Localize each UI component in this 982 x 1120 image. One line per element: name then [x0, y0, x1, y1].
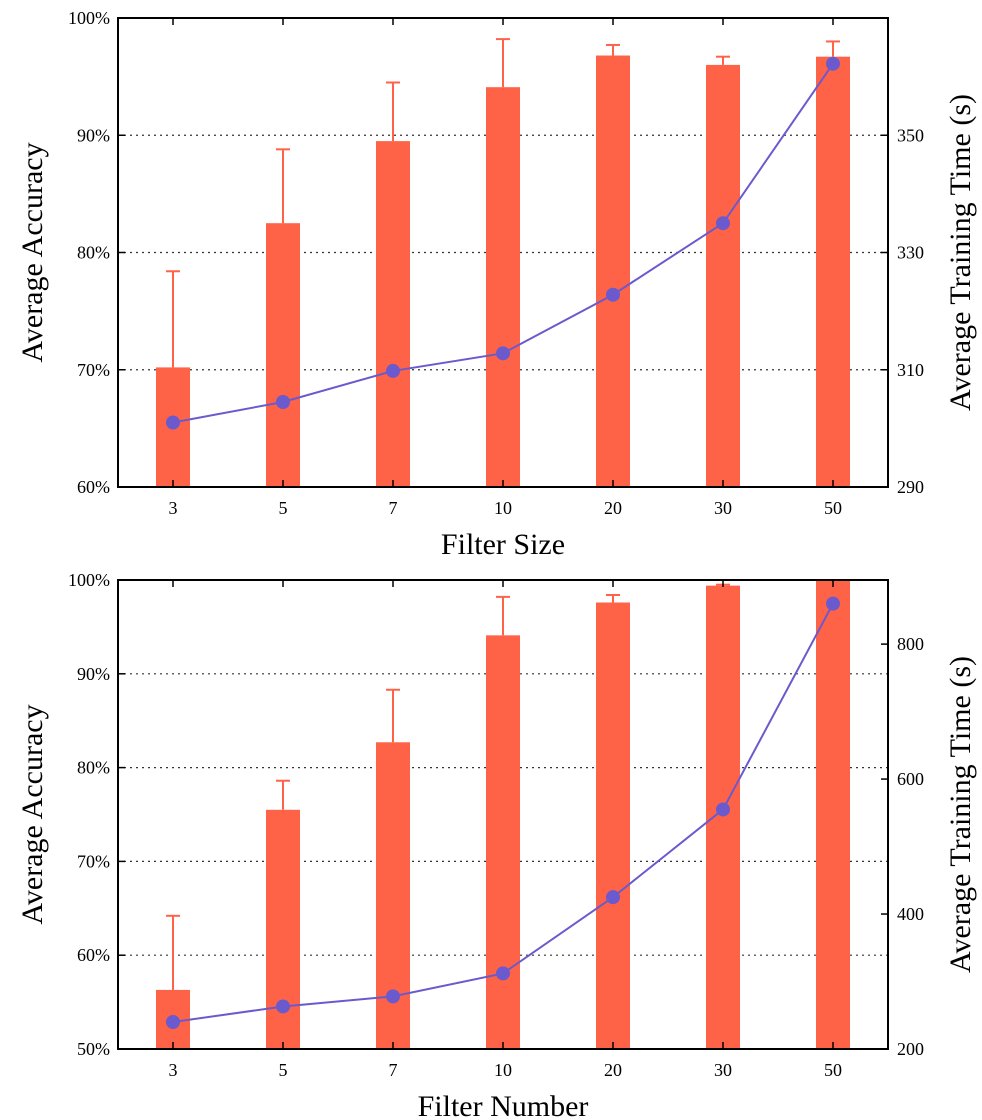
y2-axis-label: Average Training Time (s)	[944, 94, 977, 411]
training-time-point-50	[826, 596, 840, 611]
training-time-point-30	[716, 802, 730, 817]
y-tick-label: 70%	[77, 360, 110, 380]
x-tick-label: 10	[494, 498, 512, 518]
training-time-point-3	[166, 415, 180, 430]
bar-7	[376, 141, 410, 488]
x-tick-label: 5	[279, 498, 288, 518]
training-time-point-50	[826, 56, 840, 71]
y2-tick-label: 800	[897, 634, 924, 654]
bar-30	[706, 585, 740, 1049]
y2-axis-label: Average Training Time (s)	[944, 656, 977, 973]
x-tick-label: 5	[279, 1060, 288, 1080]
bar-10	[486, 87, 520, 488]
bar-50	[816, 580, 850, 1049]
x-tick-label: 30	[714, 498, 732, 518]
y-tick-label: 90%	[77, 125, 110, 145]
training-time-point-20	[606, 890, 620, 905]
chart-panel-2: 50% 60% 70% 80% 90% 100% 200 400 600 800 3 5 7 10 20 30…	[16, 570, 977, 1120]
x-tick-label: 20	[604, 498, 622, 518]
y-tick-label: 100%	[68, 570, 110, 590]
y-tick-label: 50%	[77, 1039, 110, 1059]
y2-tick-label: 200	[897, 1039, 924, 1059]
y2-tick-label: 400	[897, 904, 924, 924]
bar-20	[596, 602, 630, 1049]
y2-tick-label: 600	[897, 769, 924, 789]
bar-30	[706, 64, 740, 488]
training-time-point-5	[276, 394, 290, 409]
training-time-point-5	[276, 999, 290, 1014]
x-axis-label: Filter Number	[418, 1090, 589, 1120]
y-tick-label: 100%	[68, 8, 110, 28]
chart-panel-1: 60% 70% 80% 90% 100% 290 310 330 350 3 5 7 10 20 30 50 F…	[16, 8, 977, 561]
x-tick-label: 7	[389, 498, 398, 518]
training-time-point-10	[496, 966, 510, 981]
y-tick-label: 80%	[77, 243, 110, 263]
x-tick-label: 50	[824, 1060, 842, 1080]
bar-10	[486, 635, 520, 1049]
y-tick-label: 60%	[77, 945, 110, 965]
y-tick-label: 90%	[77, 664, 110, 684]
training-time-point-20	[606, 287, 620, 302]
x-tick-label: 30	[714, 1060, 732, 1080]
x-tick-label: 7	[389, 1060, 398, 1080]
bar-5	[266, 223, 300, 487]
y-axis-label: Average Accuracy	[16, 142, 49, 362]
bar-50	[816, 56, 850, 487]
y-tick-label: 60%	[77, 477, 110, 497]
bar-20	[596, 55, 630, 488]
training-time-point-30	[716, 216, 730, 231]
x-tick-label: 3	[169, 1060, 178, 1080]
y-tick-label: 80%	[77, 758, 110, 778]
training-time-point-7	[386, 363, 400, 378]
x-tick-label: 3	[169, 498, 178, 518]
training-time-point-10	[496, 346, 510, 361]
y-tick-label: 70%	[77, 851, 110, 871]
training-time-point-7	[386, 989, 400, 1004]
y2-tick-label: 330	[897, 243, 924, 263]
y2-tick-label: 310	[897, 360, 924, 380]
y-axis-label: Average Accuracy	[16, 704, 49, 924]
y2-tick-label: 350	[897, 125, 924, 145]
x-axis-label: Filter Size	[441, 528, 565, 561]
x-tick-label: 20	[604, 1060, 622, 1080]
x-tick-label: 50	[824, 498, 842, 518]
x-tick-label: 10	[494, 1060, 512, 1080]
training-time-point-3	[166, 1015, 180, 1030]
y2-tick-label: 290	[897, 477, 924, 497]
